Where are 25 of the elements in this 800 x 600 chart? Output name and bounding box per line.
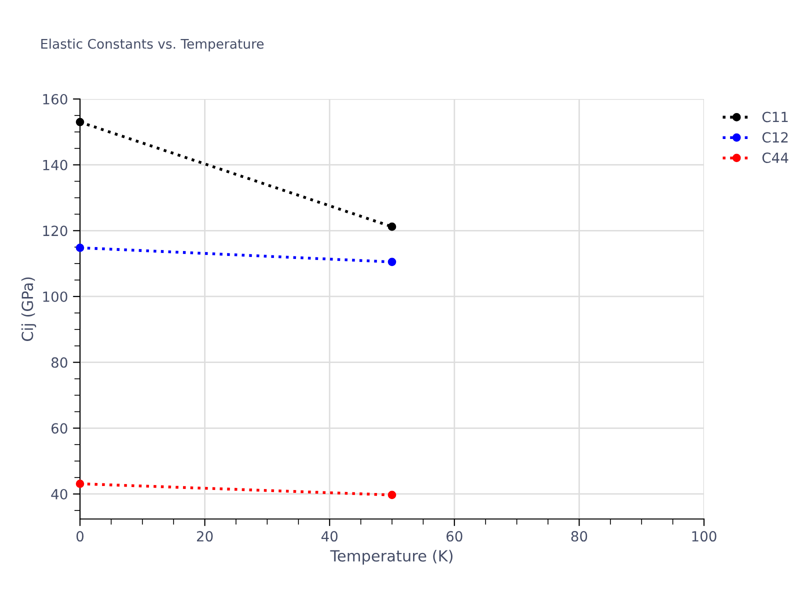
y-tick-label: 120 — [43, 226, 68, 236]
x-tick-label: 100 — [692, 531, 716, 542]
y-tick-label: 40 — [51, 488, 68, 500]
y-tick-label: 60 — [51, 423, 68, 434]
x-tick-label: 0 — [76, 531, 84, 542]
y-tick-label: 160 — [43, 94, 68, 104]
x-tick-label: 60 — [446, 531, 462, 542]
point — [76, 244, 84, 252]
point — [76, 480, 84, 488]
y-tick-label: 100 — [43, 291, 68, 302]
x-tick-label: 80 — [571, 531, 588, 542]
legend-label: C11 — [762, 112, 788, 122]
y-tick-label: 80 — [51, 357, 68, 368]
point — [388, 258, 396, 266]
y-tick-label: 140 — [43, 160, 68, 170]
legend-label: C12 — [762, 132, 788, 143]
point — [388, 490, 396, 500]
point — [388, 222, 396, 231]
x-tick-label: 20 — [196, 531, 213, 542]
point — [76, 118, 84, 126]
x-axis-title: Temperature (K) — [330, 550, 452, 565]
y-axis-title: Cij (GPa) — [21, 277, 36, 341]
x-tick-label: 40 — [321, 531, 338, 542]
chart-title: Elastic Constants vs. Temperature — [41, 38, 264, 52]
legend-label: C44 — [762, 152, 788, 164]
